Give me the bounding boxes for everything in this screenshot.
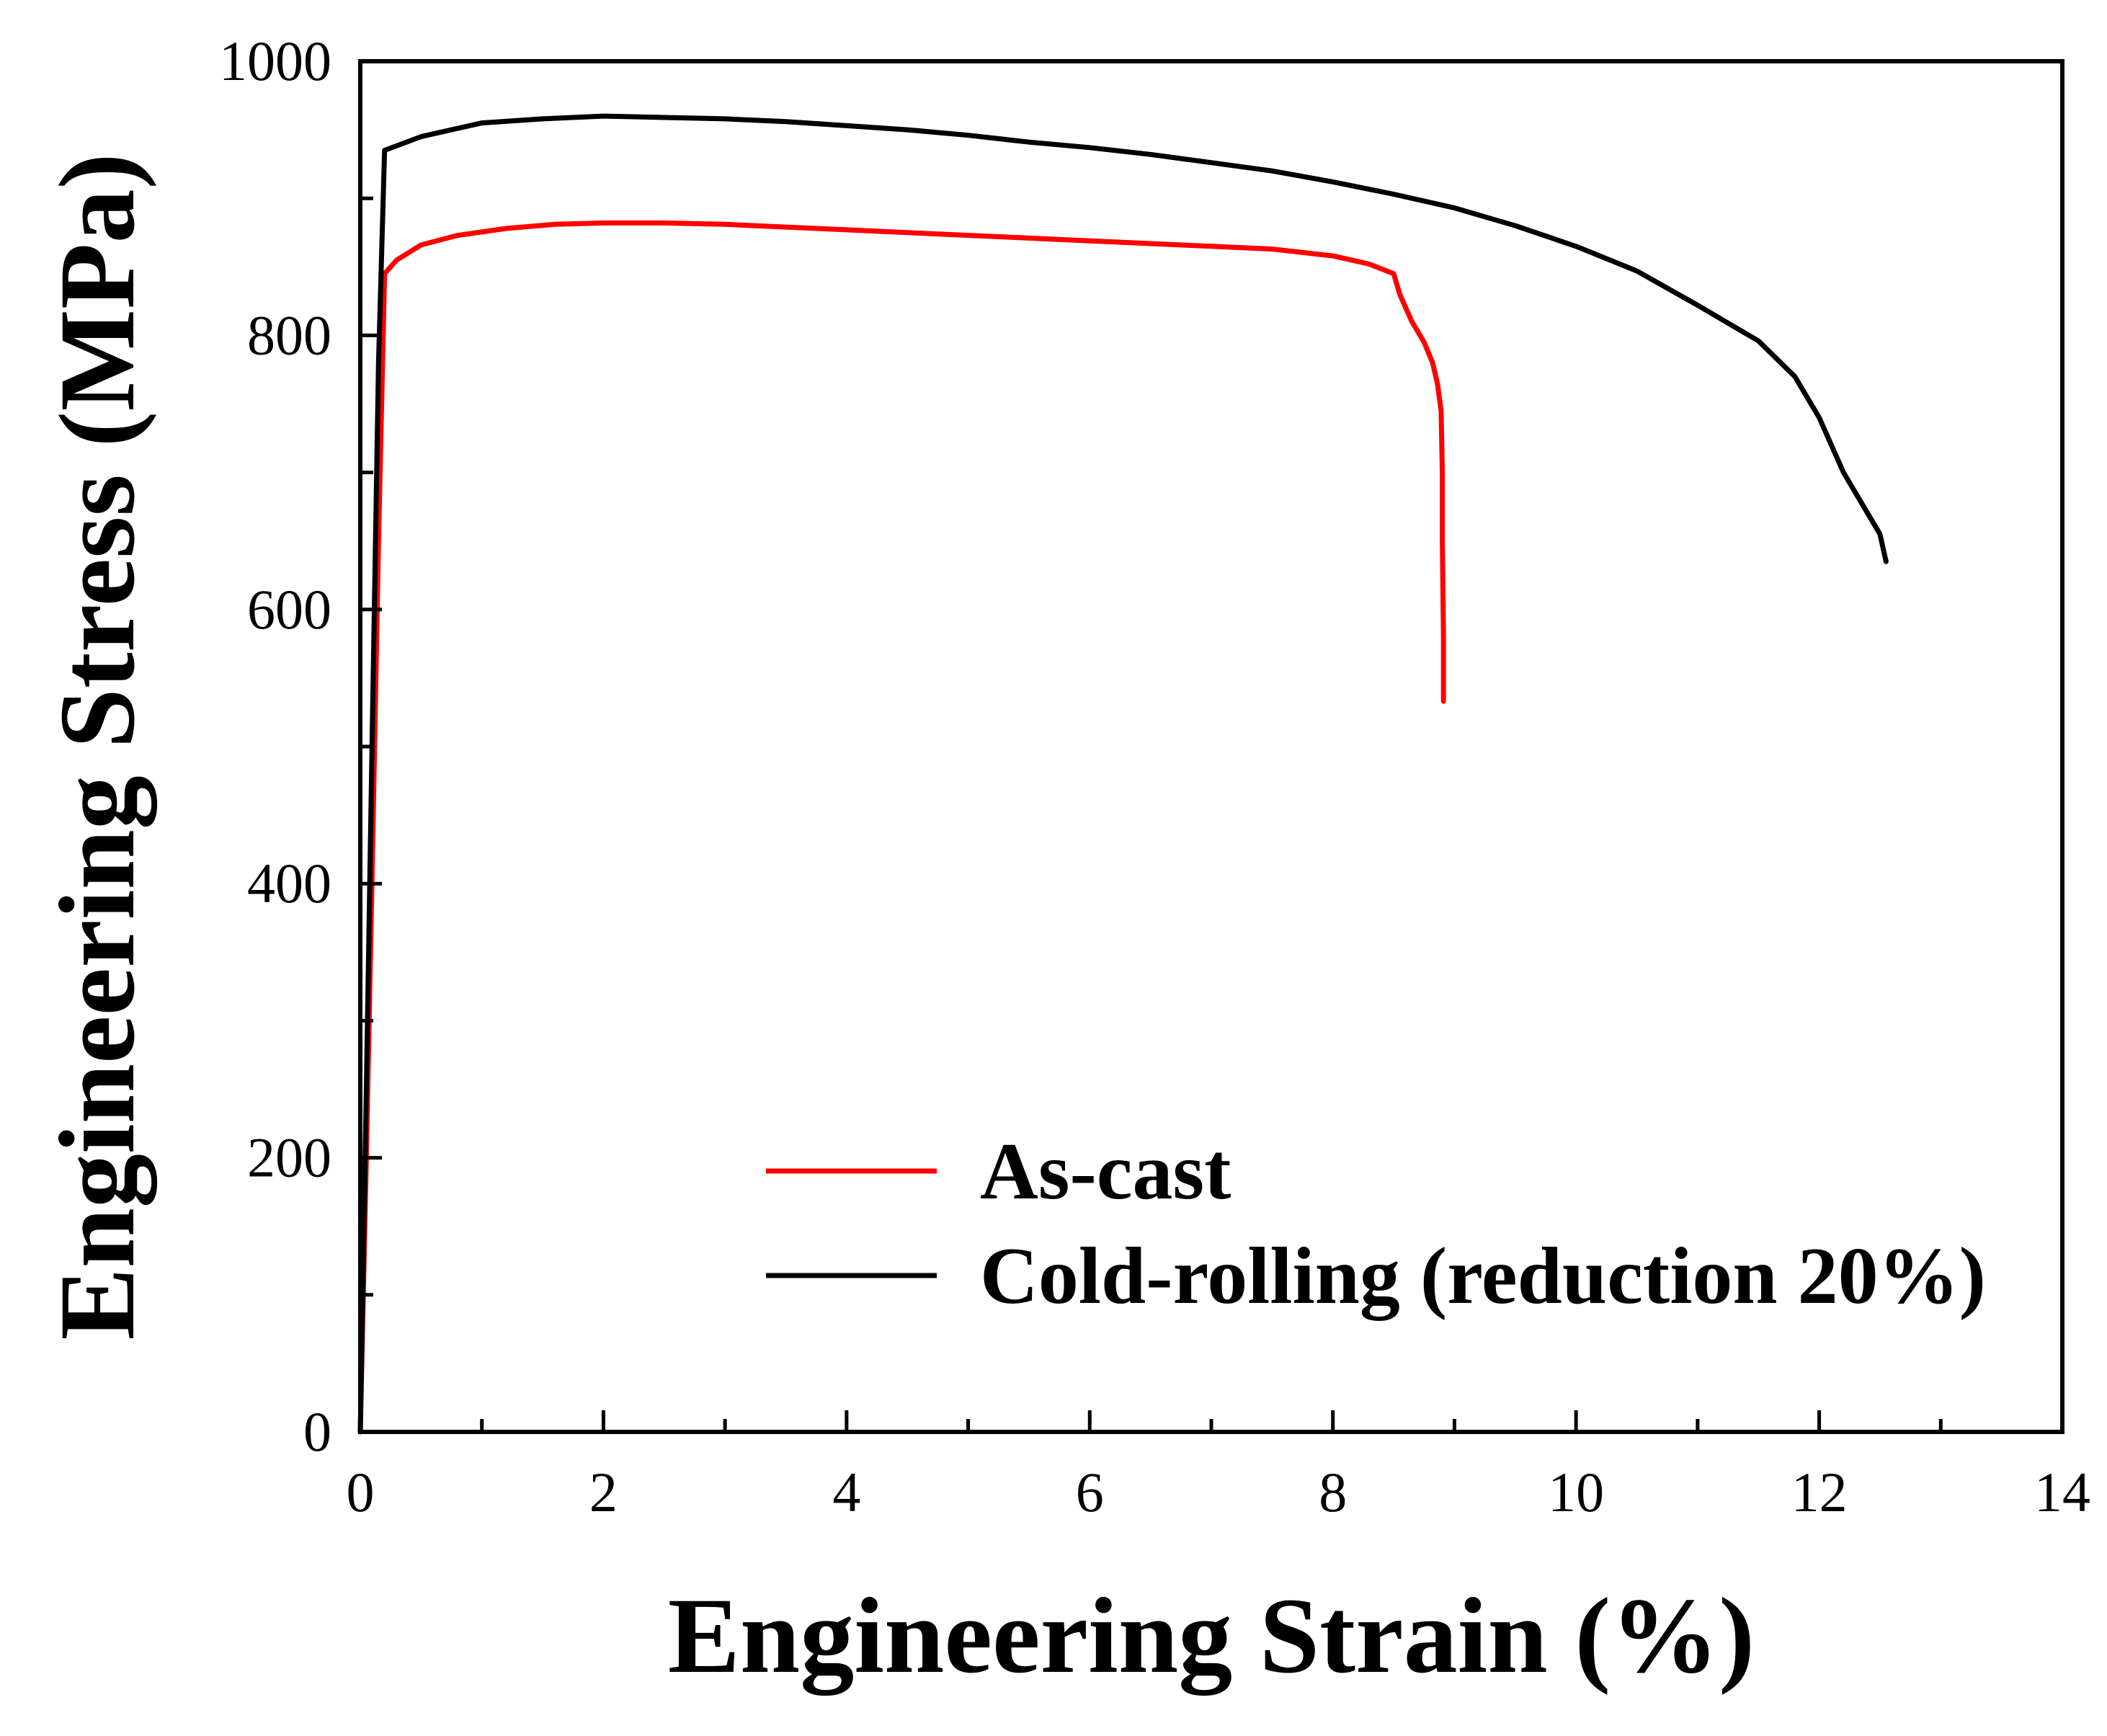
x-tick-label: 0 (347, 1461, 375, 1523)
plot-frame (358, 59, 2064, 1434)
series-lines (357, 113, 1889, 1435)
series-line-0 (357, 220, 1446, 1435)
x-tick-label: 12 (1791, 1461, 1848, 1523)
y-tick-label: 200 (247, 1126, 331, 1189)
x-tick-label: 4 (832, 1461, 860, 1523)
axis-tick-labels: 0 2 4 6 8 10 12 14 0 200 400 600 800 1000 (219, 30, 2090, 1523)
legend-label-cold-rolling: Cold-rolling (reduction 20%) (980, 1232, 1986, 1321)
y-axis-title: Engineering Stress (MPa) (37, 153, 157, 1340)
legend: As-cast Cold-rolling (reduction 20%) (766, 1127, 1986, 1321)
x-tick-label: 8 (1319, 1461, 1347, 1523)
x-tick-label: 10 (1548, 1461, 1604, 1523)
x-tick-label: 6 (1076, 1461, 1104, 1523)
y-tick-label: 800 (247, 303, 331, 366)
x-axis-title: Engineering Strain (%) (668, 1576, 1755, 1696)
x-tick-label: 2 (589, 1461, 618, 1523)
legend-label-as-cast: As-cast (980, 1127, 1231, 1216)
y-tick-label: 1000 (219, 30, 331, 92)
axis-ticks (358, 59, 2064, 1434)
series-line-1 (357, 113, 1889, 1435)
x-tick-label: 14 (2034, 1461, 2090, 1523)
y-tick-label: 0 (303, 1400, 331, 1463)
y-tick-label: 400 (247, 852, 331, 914)
y-tick-label: 600 (247, 578, 331, 641)
